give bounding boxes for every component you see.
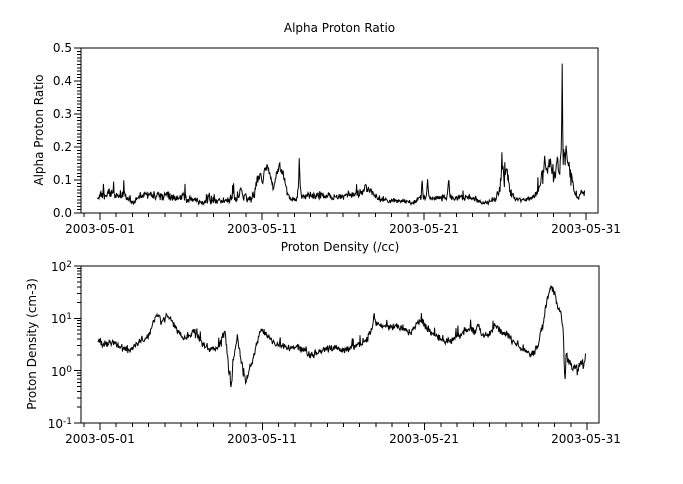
panel2-y-tick-label: 102 — [50, 260, 72, 274]
panel2-y-tick-label: 10-1 — [47, 417, 72, 431]
panel1-y-axis-label: Alpha Proton Ratio — [32, 74, 46, 186]
panel1-x-tick-label: 2003-05-21 — [389, 222, 459, 236]
panel1-y-tick-label: 0.3 — [52, 107, 72, 121]
panel1-y-tick-label: 0.0 — [52, 206, 72, 220]
panel2-y-axis-label: Proton Density (cm-3) — [25, 278, 39, 410]
series-alpha-proton-ratio — [97, 63, 586, 207]
panel2-x-tick-label: 2003-05-01 — [65, 432, 135, 446]
panel1-y-tick-label: 0.1 — [52, 173, 72, 187]
panel1-x-tick-label: 2003-05-31 — [551, 222, 621, 236]
panel1-title: Alpha Proton Ratio — [283, 21, 396, 35]
panel1-y-tick-label: 0.5 — [52, 41, 72, 55]
panel2-x-tick-label: 2003-05-21 — [389, 432, 459, 446]
panel1-x-tick-label: 2003-05-11 — [227, 222, 297, 236]
panel2-y-tick-label: 100 — [50, 365, 72, 379]
panel2-axes — [74, 265, 600, 430]
panel1-x-tick-label: 2003-05-01 — [65, 222, 135, 236]
series-proton-density — [97, 285, 586, 388]
panel1-axes — [74, 47, 599, 220]
panel1-y-tick-label: 0.4 — [52, 74, 72, 88]
panel2-title: Proton Density (/cc) — [280, 240, 400, 254]
panel1-y-tick-label: 0.2 — [52, 140, 72, 154]
panel2-x-tick-label: 2003-05-11 — [227, 432, 297, 446]
panel2-y-tick-label: 101 — [50, 312, 72, 326]
panel2-x-tick-label: 2003-05-31 — [551, 432, 621, 446]
